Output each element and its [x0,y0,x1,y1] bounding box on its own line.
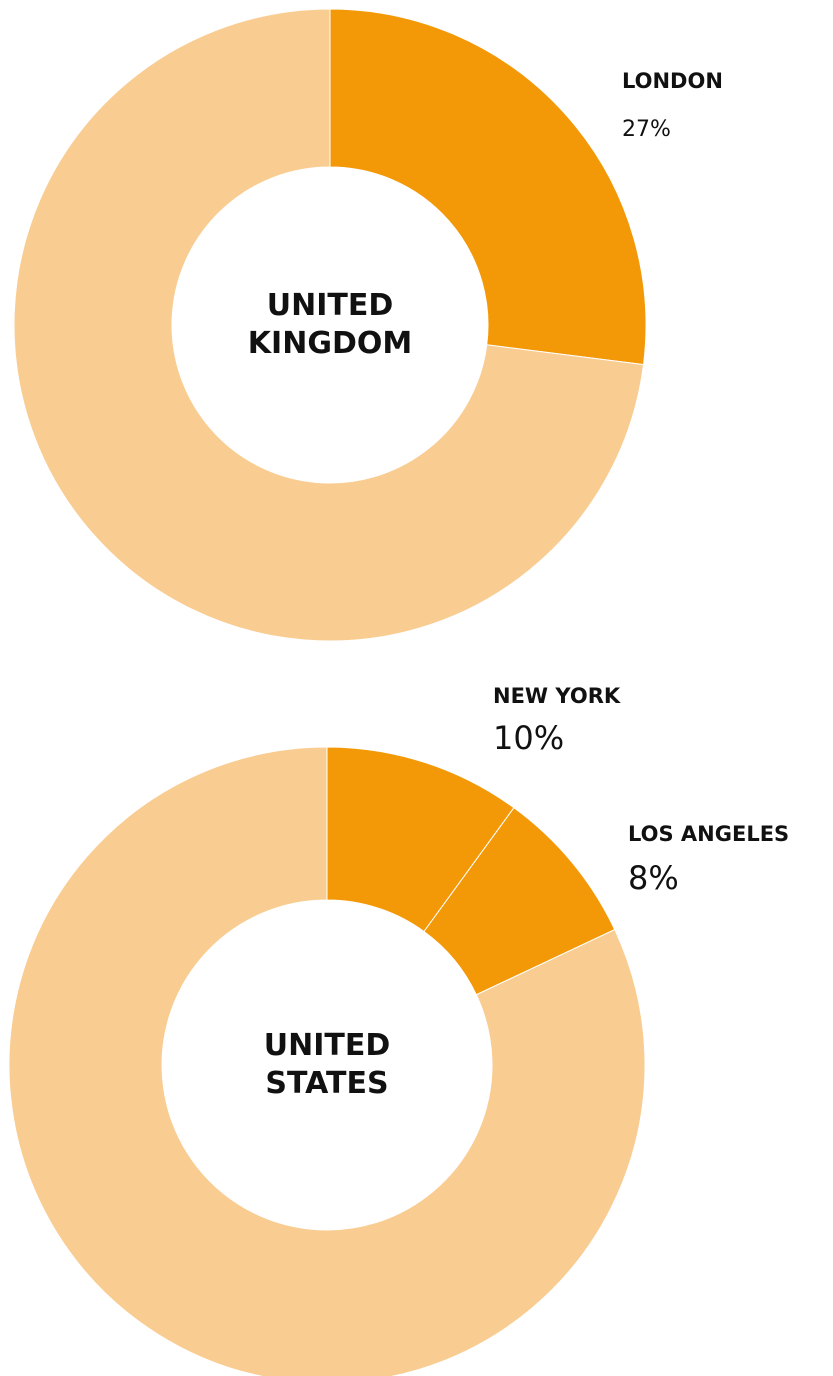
donut-slice [8,746,646,1376]
slice-label: NEW YORK [493,684,621,708]
slice-value: 8% [628,859,679,897]
slice-label: LOS ANGELES [628,822,789,846]
slice-label: LONDON [622,69,723,93]
slice-value: 27% [622,117,671,142]
donut-slice [13,8,645,642]
slice-value: 10% [493,719,564,757]
donut-center-title: UNITED STATES [263,1028,391,1101]
donut-center-title: UNITED KINGDOM [247,288,413,361]
donut-slice [329,8,647,366]
